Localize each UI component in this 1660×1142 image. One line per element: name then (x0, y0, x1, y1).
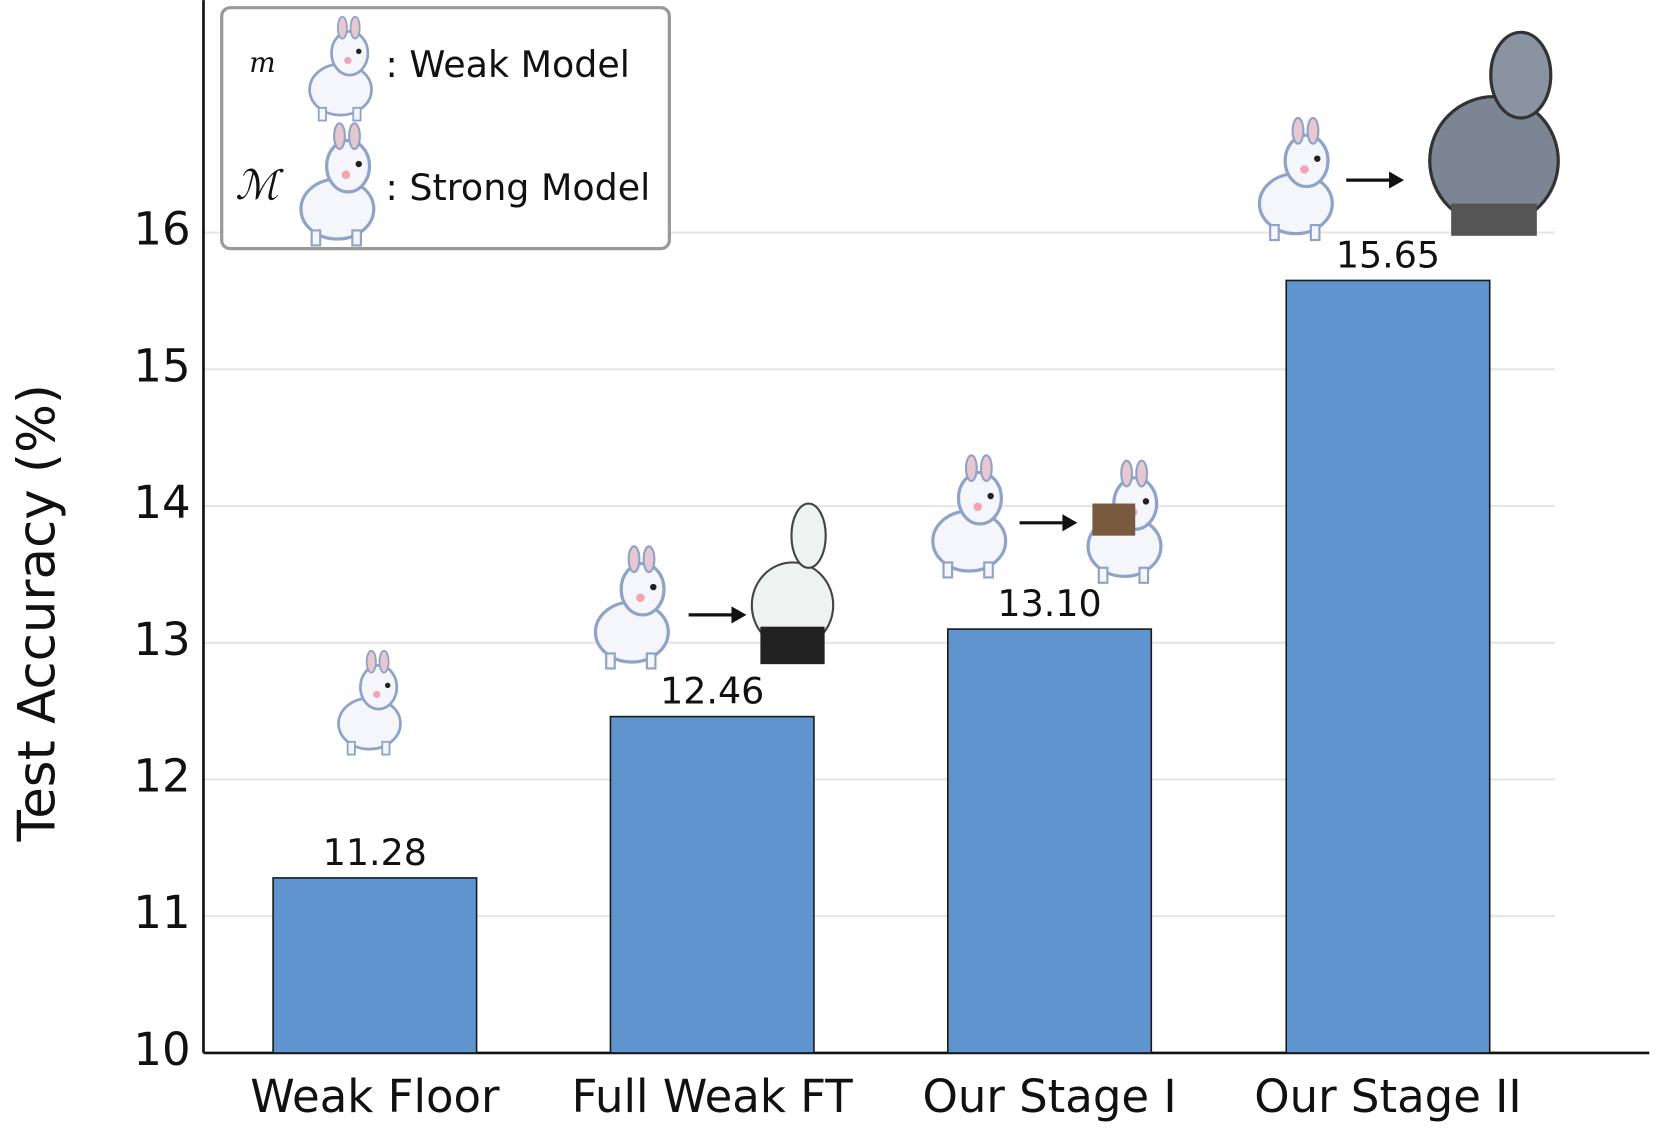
y-tick-label: 11 (133, 886, 190, 939)
y-tick-label: 10 (133, 1023, 190, 1076)
y-tick-label: 15 (133, 339, 190, 392)
x-tick-label: Our Stage II (1254, 1070, 1521, 1123)
value-label: 13.10 (997, 582, 1101, 625)
x-tick-label: Our Stage I (922, 1070, 1176, 1123)
y-tick-label: 12 (133, 749, 190, 802)
legend: m : Weak Model ℳ : Strong Model (220, 6, 671, 251)
x-tick-label: Full Weak FT (572, 1070, 854, 1123)
value-label: 15.65 (1336, 233, 1440, 276)
bar (272, 877, 478, 1054)
y-tick-label: 13 (133, 613, 190, 666)
bar (947, 628, 1153, 1054)
y-tick-label: 16 (133, 203, 190, 256)
bar (609, 715, 815, 1054)
legend-symbol: m (249, 46, 275, 79)
icons (337, 30, 1560, 756)
value-label: 12.46 (660, 670, 764, 713)
y-axis-label: Test Accuracy (%) (8, 384, 68, 842)
x-tick-label: Weak Floor (250, 1070, 500, 1123)
axes: 10 11 12 13 14 15 16 Weak Floor 11.28 Full Weak F… (133, 0, 1650, 1123)
value-label: 11.28 (323, 831, 427, 874)
y-tick-label: 14 (133, 476, 190, 529)
legend-symbol: ℳ (235, 161, 284, 209)
legend-label: : Strong Model (386, 166, 651, 209)
legend-label: : Weak Model (386, 43, 630, 86)
bar (1285, 279, 1491, 1054)
